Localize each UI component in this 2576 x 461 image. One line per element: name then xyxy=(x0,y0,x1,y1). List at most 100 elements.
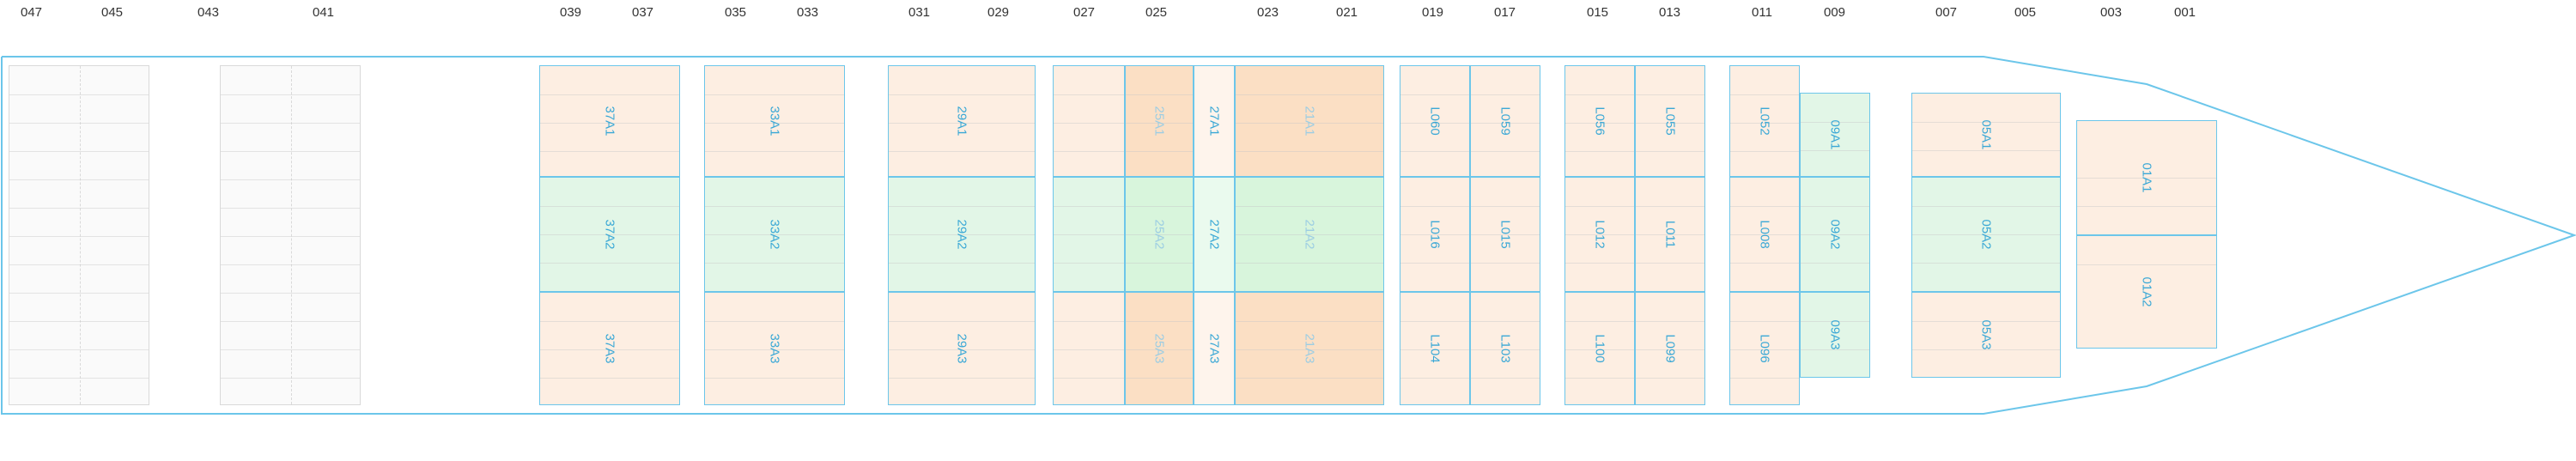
bay-label-039: 039 xyxy=(560,5,582,20)
hold-L015[interactable]: L015 xyxy=(1470,177,1540,292)
hold-label: 21A3 xyxy=(1302,333,1317,364)
hold-L008[interactable]: L008 xyxy=(1729,177,1800,292)
hold-25A3[interactable]: 25A3 xyxy=(1125,292,1194,405)
hold-label: L052 xyxy=(1757,106,1772,136)
bay-label-045: 045 xyxy=(101,5,124,20)
bay-label-013: 013 xyxy=(1659,5,1681,20)
bay-label-041: 041 xyxy=(313,5,335,20)
hold-29A3[interactable]: 29A3 xyxy=(888,292,1036,405)
hold-L103[interactable]: L103 xyxy=(1470,292,1540,405)
hold-label: 27A1 xyxy=(1206,106,1222,136)
hold-L100[interactable]: L100 xyxy=(1564,292,1635,405)
hold-L011[interactable]: L011 xyxy=(1635,177,1705,292)
bay-label-023: 023 xyxy=(1257,5,1279,20)
hold-label: L015 xyxy=(1498,220,1513,249)
bay-label-025: 025 xyxy=(1145,5,1168,20)
hold-29A2[interactable]: 29A2 xyxy=(888,177,1036,292)
hold-label: L016 xyxy=(1427,220,1443,249)
hold-L016[interactable]: L016 xyxy=(1400,177,1470,292)
bay-label-005: 005 xyxy=(2014,5,2037,20)
hold-label: 21A2 xyxy=(1302,219,1317,250)
hold-label: 33A3 xyxy=(767,333,782,364)
hold-label: 21A1 xyxy=(1302,106,1317,136)
bay-label-007: 007 xyxy=(1935,5,1958,20)
hold-L099[interactable]: L099 xyxy=(1635,292,1705,405)
bay-label-015: 015 xyxy=(1587,5,1609,20)
hold-label: L104 xyxy=(1427,334,1443,363)
hold-label: 29A3 xyxy=(954,333,969,364)
hold-05A3[interactable]: 05A3 xyxy=(1911,292,2061,378)
empty-bay-047[interactable] xyxy=(9,65,149,405)
hold-01A2[interactable]: 01A2 xyxy=(2076,235,2217,349)
hold-27A1[interactable]: 27A1 xyxy=(1194,65,1235,177)
hold-09A2[interactable]: 09A2 xyxy=(1800,177,1870,292)
hold-label: L096 xyxy=(1757,334,1772,363)
hold-label: 27A2 xyxy=(1206,219,1222,250)
bay-label-009: 009 xyxy=(1824,5,1846,20)
hold-27A3[interactable]: 27A3 xyxy=(1194,292,1235,405)
hold-L055[interactable]: L055 xyxy=(1635,65,1705,177)
hold-label: L056 xyxy=(1592,106,1607,136)
bay-label-019: 019 xyxy=(1422,5,1444,20)
hold-05A1[interactable]: 05A1 xyxy=(1911,93,2061,177)
hold-25A2[interactable]: 25A2 xyxy=(1125,177,1194,292)
hold-27-fore-lower[interactable] xyxy=(1053,292,1125,405)
hold-37A3[interactable]: 37A3 xyxy=(539,292,680,405)
hold-label: 29A1 xyxy=(954,106,969,136)
hold-25A1[interactable]: 25A1 xyxy=(1125,65,1194,177)
hold-21A3[interactable]: 21A3 xyxy=(1235,292,1384,405)
bay-label-035: 035 xyxy=(725,5,747,20)
bay-label-047: 047 xyxy=(21,5,43,20)
hold-label: 25A2 xyxy=(1151,219,1167,250)
hold-label: L011 xyxy=(1662,220,1678,249)
hold-label: 37A3 xyxy=(602,333,617,364)
hold-L059[interactable]: L059 xyxy=(1470,65,1540,177)
hold-29A1[interactable]: 29A1 xyxy=(888,65,1036,177)
hold-27A2[interactable]: 27A2 xyxy=(1194,177,1235,292)
hold-27-fore-mid[interactable] xyxy=(1053,177,1125,292)
empty-bay-043[interactable] xyxy=(220,65,361,405)
hold-label: 25A3 xyxy=(1151,333,1167,364)
bay-label-021: 021 xyxy=(1336,5,1358,20)
hold-label: 05A3 xyxy=(1978,319,1994,350)
hold-label: L103 xyxy=(1498,334,1513,363)
bay-label-043: 043 xyxy=(197,5,220,20)
hold-01A1[interactable]: 01A1 xyxy=(2076,120,2217,235)
hold-09A1[interactable]: 09A1 xyxy=(1800,93,1870,177)
hold-27-fore-upper[interactable] xyxy=(1053,65,1125,177)
hold-37A1[interactable]: 37A1 xyxy=(539,65,680,177)
hold-label: 29A2 xyxy=(954,219,969,250)
hold-label: 33A1 xyxy=(767,106,782,136)
hold-label: L055 xyxy=(1662,106,1678,136)
hold-33A3[interactable]: 33A3 xyxy=(704,292,845,405)
hold-21A2[interactable]: 21A2 xyxy=(1235,177,1384,292)
hold-label: L100 xyxy=(1592,334,1607,363)
hold-37A2[interactable]: 37A2 xyxy=(539,177,680,292)
hold-05A2[interactable]: 05A2 xyxy=(1911,177,2061,292)
hold-33A2[interactable]: 33A2 xyxy=(704,177,845,292)
hold-L060[interactable]: L060 xyxy=(1400,65,1470,177)
hold-label: 01A1 xyxy=(2139,162,2154,193)
hold-L104[interactable]: L104 xyxy=(1400,292,1470,405)
bay-label-011: 011 xyxy=(1752,5,1772,20)
bay-label-037: 037 xyxy=(632,5,654,20)
bay-label-033: 033 xyxy=(797,5,819,20)
hold-label: 09A2 xyxy=(1827,219,1843,250)
hold-label: 01A2 xyxy=(2139,276,2154,307)
hold-label: L012 xyxy=(1592,220,1607,249)
bay-label-029: 029 xyxy=(987,5,1010,20)
hold-label: 27A3 xyxy=(1206,333,1222,364)
hold-label: L099 xyxy=(1662,334,1678,363)
hold-label: 09A1 xyxy=(1827,119,1843,150)
hold-L052[interactable]: L052 xyxy=(1729,65,1800,177)
hold-L056[interactable]: L056 xyxy=(1564,65,1635,177)
hold-label: 37A2 xyxy=(602,219,617,250)
hold-label: L008 xyxy=(1757,220,1772,249)
hold-09A3[interactable]: 09A3 xyxy=(1800,292,1870,378)
hold-L096[interactable]: L096 xyxy=(1729,292,1800,405)
bay-label-003: 003 xyxy=(2100,5,2123,20)
hold-33A1[interactable]: 33A1 xyxy=(704,65,845,177)
hold-21A1[interactable]: 21A1 xyxy=(1235,65,1384,177)
hold-L012[interactable]: L012 xyxy=(1564,177,1635,292)
